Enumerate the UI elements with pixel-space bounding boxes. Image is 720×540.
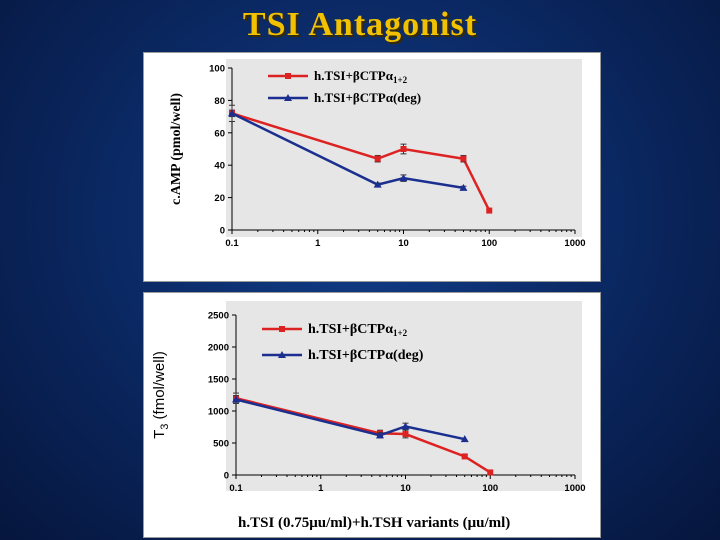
chart1-series-line-1 — [235, 398, 466, 441]
chart0-series-line-1 — [231, 112, 464, 190]
chart1-plot-background — [226, 301, 582, 491]
chart0-x-tick-label: 100 — [481, 238, 497, 249]
chart1-x-tick-label: 1 — [318, 483, 324, 494]
chart0-data-point-triangle — [373, 180, 382, 188]
chart1-legend-marker-1 — [278, 351, 286, 358]
chart0-y-tick-label: 80 — [214, 96, 225, 107]
chart1-data-point-square — [402, 431, 409, 438]
chart0-y-tick-label: 100 — [209, 64, 225, 75]
chart-panel-t3: 0 500 1000 1500 2000 2500 0.1 1 10 100 1000 T3 (fmo… — [143, 292, 601, 538]
chart0-x-tick-label: 0.1 — [225, 238, 239, 249]
chart0-x-tick-label: 10 — [398, 238, 409, 249]
chart0-legend-marker-1 — [284, 94, 292, 101]
chart1-x-tick-label: 10 — [400, 483, 411, 494]
chart1-x-tick-label: 1000 — [564, 483, 585, 494]
chart1-y-tick-label: 0 — [224, 471, 229, 482]
chart-panel-camp: 0 20 40 60 80 100 0.1 1 10 100 1000 c.AMP (pmol/wel… — [143, 52, 601, 282]
chart1-data-point-triangle — [401, 422, 410, 430]
chart1-legend-label-0: h.TSI+βCTPα1+2 — [308, 322, 408, 338]
chart1-data-point-triangle — [232, 395, 240, 403]
chart1-data-point-square — [461, 453, 468, 460]
chart0-data-point-square — [400, 146, 407, 152]
chart0-data-point-triangle — [399, 174, 408, 182]
chart1-x-tick-label: 100 — [482, 483, 498, 494]
chart1-legend-label-1: h.TSI+βCTPα(deg) — [308, 348, 424, 363]
chart1-data-point-square — [487, 469, 494, 476]
chart1-y-tick-label: 1500 — [208, 375, 229, 386]
chart1-data-point-triangle — [460, 435, 469, 443]
chart0-data-point-triangle — [459, 183, 468, 191]
chart0-data-point-triangle — [228, 109, 236, 117]
chart0-legend-label-1: h.TSI+βCTPα(deg) — [314, 90, 421, 105]
chart0-legend-label-0: h.TSI+βCTPα1+2 — [314, 68, 408, 85]
chart1-x-tick-label: 0.1 — [229, 483, 243, 494]
chart0-y-tick-label: 0 — [220, 226, 225, 237]
slide-title: TSI Antagonist — [242, 6, 478, 43]
chart1-y-tick-label: 2500 — [208, 311, 229, 322]
chart1-y-tick-label: 1000 — [208, 407, 229, 418]
chart0-y-tick-label: 60 — [214, 128, 225, 139]
chart0-y-tick-label: 40 — [214, 161, 225, 172]
chart0-data-point-square — [460, 155, 467, 162]
chart0-y-tick-label: 20 — [214, 193, 225, 204]
chart0-y-axis-label: c.AMP (pmol/well) — [169, 93, 184, 205]
t3-chart: 0 500 1000 1500 2000 2500 0.1 1 10 100 1000 T3 (fmo… — [151, 301, 586, 494]
chart1-y-axis-label: T3 (fmol/well) — [151, 351, 171, 439]
chart1-data-point-triangle — [375, 431, 384, 439]
camp-chart: 0 20 40 60 80 100 0.1 1 10 100 1000 c.AMP (pmol/wel… — [169, 59, 586, 249]
t3-x-axis-label: h.TSI (0.75μu/ml)+h.TSH variants (μu/ml) — [238, 515, 511, 531]
chart1-legend-marker-0 — [279, 326, 285, 332]
chart0-data-point-square — [374, 155, 381, 162]
chart0-data-point-square — [486, 207, 493, 214]
chart0-x-tick-label: 1 — [315, 238, 321, 249]
chart1-y-tick-label: 2000 — [208, 343, 229, 354]
chart1-y-tick-label: 500 — [213, 439, 229, 450]
chart0-legend-marker-0 — [285, 73, 291, 79]
chart0-x-tick-label: 1000 — [564, 238, 585, 249]
